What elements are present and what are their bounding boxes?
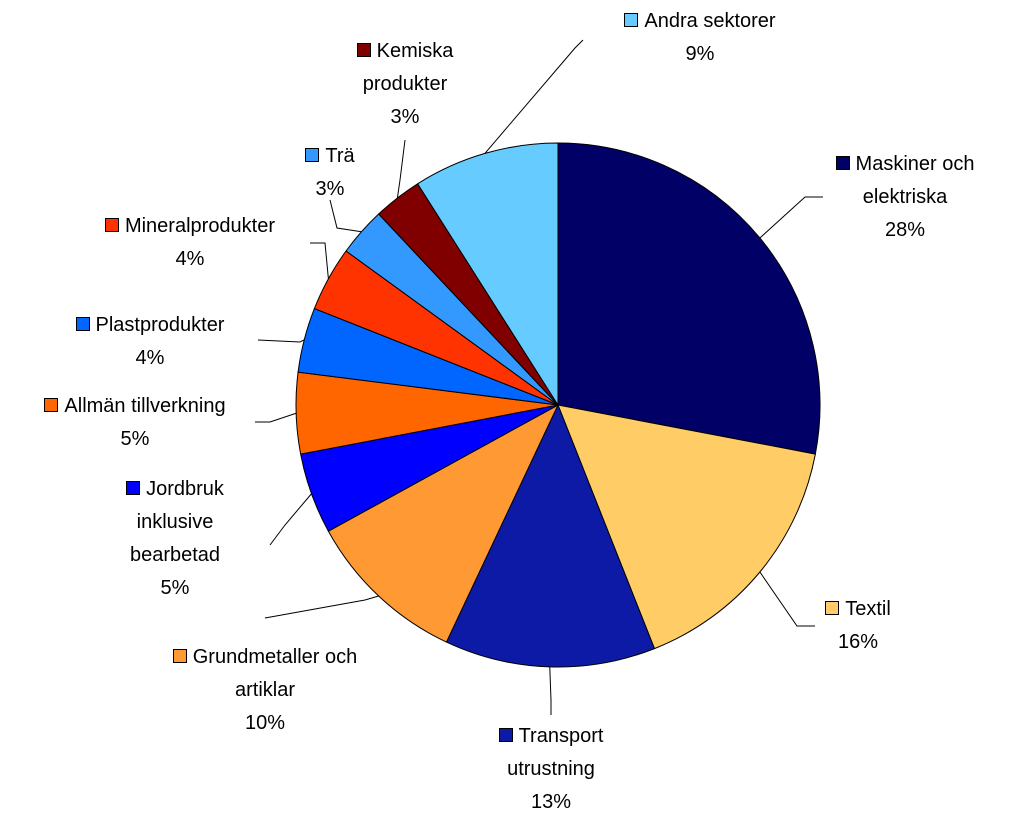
slice-name: Kemiska produkter [362, 40, 454, 95]
leader-line [759, 196, 823, 239]
leader-line [329, 199, 362, 233]
slice-value-label: 5% [160, 577, 190, 599]
legend-swatch [835, 156, 850, 170]
slice-label: Maskiner och elektriska 28% [815, 148, 995, 247]
leader-line [549, 666, 552, 715]
legend-swatch [305, 148, 320, 162]
pie-slice [416, 142, 559, 407]
legend-swatch [624, 13, 639, 27]
leader-line [269, 493, 312, 546]
legend-swatch [498, 728, 513, 742]
leader-line [310, 242, 329, 279]
slice-value-label: 28% [884, 219, 926, 241]
slice-label: Transport utrustning 13% [476, 720, 626, 819]
slice-value-label: 9% [685, 43, 715, 65]
slice-label: Kemiska produkter 3% [335, 35, 475, 134]
slice-value-label: 16% [837, 631, 879, 653]
slice-name: Textil [845, 598, 891, 620]
legend-swatch [356, 43, 371, 57]
slice-label: Andra sektorer 9% [580, 5, 820, 71]
legend-swatch [75, 317, 90, 331]
legend-swatch [172, 649, 187, 663]
slice-name: Maskiner och elektriska [855, 153, 975, 208]
slice-value-label: 10% [244, 712, 286, 734]
slice-label: Grundmetaller och artiklar 10% [172, 641, 358, 740]
pie-slice [327, 403, 560, 643]
pie-slice [557, 404, 816, 650]
leader-line [759, 571, 815, 627]
legend-swatch [126, 481, 141, 495]
slice-label: Jordbruk inklusive bearbetad 5% [105, 473, 245, 605]
slice-label: Trä 3% [290, 140, 370, 206]
slice-label: Allmän tillverkning 5% [5, 390, 265, 456]
slice-name: Transport utrustning [507, 725, 604, 780]
slice-name: Jordbruk inklusive bearbetad [129, 478, 224, 566]
legend-swatch [104, 218, 119, 232]
slice-value-label: 4% [135, 347, 165, 369]
slice-name: Trä [325, 145, 355, 167]
slice-name: Andra sektorer [644, 10, 776, 32]
legend-swatch [44, 398, 59, 412]
leader-line [484, 39, 584, 154]
slice-label: Mineralprodukter 4% [70, 210, 310, 276]
slice-value-label: 5% [120, 428, 150, 450]
slice-value-label: 3% [315, 178, 345, 200]
leader-line [396, 139, 406, 199]
slice-label: Textil 16% [808, 593, 908, 659]
leader-line [264, 595, 379, 619]
pie-slice [557, 142, 821, 455]
slice-value-label: 13% [530, 791, 572, 813]
slice-label: Plastprodukter 4% [40, 309, 260, 375]
leader-line [255, 412, 297, 423]
slice-value-label: 3% [390, 106, 420, 128]
pie-slice [445, 403, 656, 668]
slice-name: Allmän tillverkning [64, 395, 226, 417]
slice-name: Mineralprodukter [124, 215, 276, 237]
slice-value-label: 4% [175, 248, 205, 270]
leader-line [257, 339, 305, 343]
slice-name: Plastprodukter [95, 314, 225, 336]
legend-swatch [825, 601, 840, 615]
slice-name: Grundmetaller och artiklar [192, 646, 358, 701]
